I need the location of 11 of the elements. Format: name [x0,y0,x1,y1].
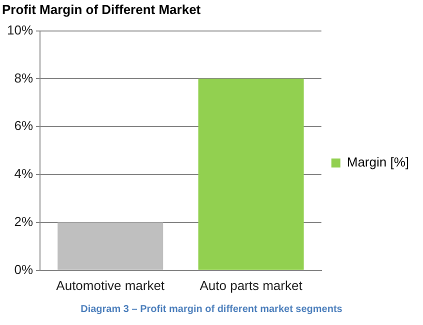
y-tick-label: 2% [14,214,34,230]
y-tick-label: 4% [14,166,34,182]
text: Diagram 3 – Profit margin of different market segments [80,304,344,315]
y-tick-label: 8% [14,70,34,86]
y-tick-label: 0% [14,262,34,277]
y-tick-label: 10% [6,22,34,38]
legend-label: Margin [%] [346,154,410,170]
chart-title: Profit Margin of Different Market [1,1,202,19]
x-tick-label: Auto parts market [200,278,303,293]
y-tick-label: 6% [14,118,34,134]
x-tick-label: Automotive market [56,278,165,293]
